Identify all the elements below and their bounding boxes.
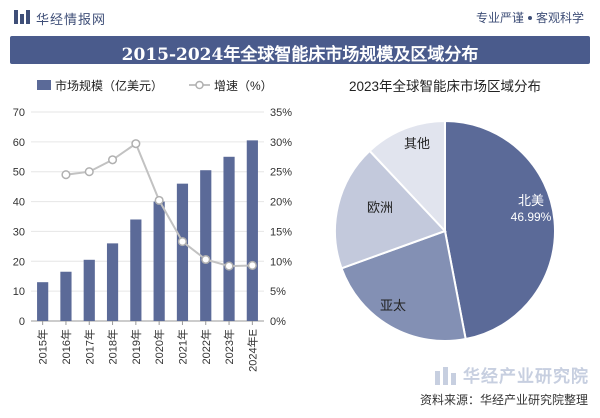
x-tick-label: 2017年 <box>82 329 96 364</box>
top-bar: 华经情报网 专业严谨 客观科学 <box>0 0 600 34</box>
legend-line-marker <box>195 80 204 90</box>
x-tick-label: 2021年 <box>175 329 189 364</box>
tagline-right: 客观科学 <box>535 11 584 25</box>
pie-slice-欧洲 <box>334 149 447 270</box>
y-left-tick-label: 30 <box>13 226 25 238</box>
tagline: 专业严谨 客观科学 <box>476 9 584 26</box>
y-right-tick-label: 20% <box>270 197 292 209</box>
x-tick-label: 2019年 <box>129 329 143 364</box>
x-tick-label: 2015年 <box>36 329 50 364</box>
pie-slice-亚太 <box>340 229 467 342</box>
legend-bar-label: 市场规模（亿美元） <box>55 78 163 93</box>
y-right-tick-label: 5% <box>270 286 286 298</box>
bar-2018年 <box>106 243 119 321</box>
pie-slice-其他 <box>368 119 446 234</box>
y-right-tick-label: 35% <box>270 107 292 119</box>
y-left-tick-label: 0 <box>19 316 25 328</box>
title-banner: 2015-2024年全球智能床市场规模及区域分布 <box>10 36 590 65</box>
bar-2020年 <box>153 201 165 321</box>
x-tick-label: 2020年 <box>152 329 166 364</box>
y-right-tick-label: 30% <box>270 137 292 149</box>
growth-rate-point <box>247 260 257 271</box>
legend-bar-swatch <box>37 80 51 90</box>
x-tick-label: 2023年 <box>222 329 236 364</box>
y-left-tick-label: 60 <box>13 137 25 149</box>
pie-value-label-北美: 46.99% <box>511 210 552 224</box>
growth-rate-point <box>154 195 164 205</box>
footer-brand-text: 华经产业研究院 <box>463 367 589 386</box>
bar-2024年E <box>246 140 258 321</box>
footer-brand: 华经产业研究院 <box>435 362 589 387</box>
y-left-tick-label: 50 <box>13 167 25 179</box>
source-note: 资料来源：华经产业研究院整理 <box>419 393 588 407</box>
page-title: 2015-2024年全球智能床市场规模及区域分布 <box>121 45 479 65</box>
brand-logo-icon <box>14 10 30 24</box>
bar-2016年 <box>60 271 72 321</box>
y-right-tick-label: 15% <box>270 226 292 238</box>
bar-2022年 <box>200 170 212 321</box>
bar-2019年 <box>130 219 142 321</box>
y-left-tick-label: 10 <box>13 286 25 298</box>
footer-logo-icon <box>435 367 456 385</box>
pie-label-欧洲: 欧洲 <box>367 200 393 215</box>
legend-line-label: 增速（%） <box>214 79 273 93</box>
y-right-tick-label: 25% <box>270 167 292 179</box>
bar-2017年 <box>83 259 95 321</box>
brand-name: 华经情报网 <box>36 12 107 27</box>
x-tick-label: 2024年E <box>245 329 259 372</box>
pie-label-北美: 北美 <box>518 193 544 208</box>
separator-dot-icon <box>527 15 532 20</box>
y-left-tick-label: 20 <box>13 256 25 268</box>
pie-label-其他: 其他 <box>404 136 430 151</box>
growth-rate-point <box>131 139 141 149</box>
bar-2023年 <box>223 156 235 321</box>
pie-title: 2023年全球智能床市场区域分布 <box>349 78 541 94</box>
x-tick-label: 2016年 <box>59 329 73 364</box>
x-tick-label: 2022年 <box>199 329 213 364</box>
pie-label-亚太: 亚太 <box>380 298 406 313</box>
y-right-tick-label: 0% <box>270 316 286 328</box>
bar-2015年 <box>37 282 49 321</box>
y-right-tick-label: 10% <box>270 256 292 268</box>
growth-rate-point <box>201 254 211 265</box>
growth-rate-point <box>84 167 94 177</box>
y-left-tick-label: 40 <box>13 197 25 209</box>
tagline-left: 专业严谨 <box>475 11 524 25</box>
pie-slice-北美 <box>444 119 556 341</box>
growth-rate-point <box>224 261 234 271</box>
growth-rate-point <box>177 237 187 247</box>
x-tick-label: 2018年 <box>106 329 120 364</box>
y-left-tick-label: 70 <box>13 107 25 119</box>
growth-rate-point <box>61 170 71 180</box>
bar-2021年 <box>176 183 189 321</box>
growth-rate-point <box>108 155 118 165</box>
